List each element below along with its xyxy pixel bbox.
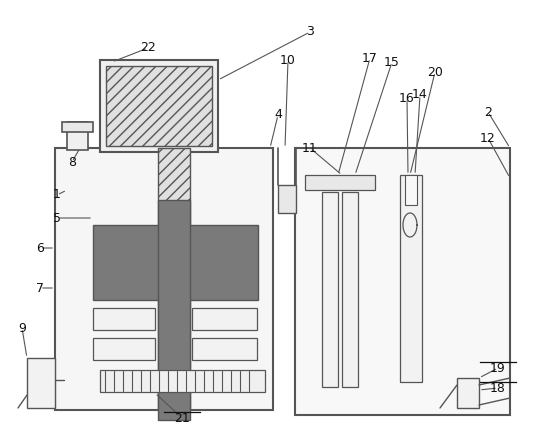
Text: 5: 5 [53, 211, 61, 225]
Bar [27, 358, 55, 408]
Bar [106, 66, 212, 146]
Text: 19: 19 [490, 361, 506, 375]
Bar [192, 338, 257, 360]
Text: 4: 4 [274, 109, 282, 122]
Bar [93, 308, 155, 330]
Text: 9: 9 [18, 321, 26, 334]
Bar [295, 148, 510, 415]
Text: 21: 21 [174, 412, 190, 425]
Bar [158, 200, 190, 420]
Bar [67, 122, 88, 150]
Bar [405, 175, 417, 205]
Bar [55, 148, 273, 410]
Bar [93, 338, 155, 360]
Text: 10: 10 [280, 54, 296, 67]
Text: 22: 22 [140, 41, 156, 54]
Bar [192, 308, 257, 330]
Text: 14: 14 [412, 89, 428, 102]
Text: 3: 3 [306, 25, 314, 38]
Text: 15: 15 [384, 55, 400, 68]
Bar [93, 225, 258, 300]
Text: 6: 6 [36, 242, 44, 255]
Bar [278, 185, 296, 213]
Text: 18: 18 [490, 382, 506, 395]
Bar [400, 175, 422, 382]
Text: 11: 11 [302, 142, 318, 154]
Text: 2: 2 [484, 106, 492, 119]
Text: 16: 16 [399, 92, 415, 105]
Text: 7: 7 [36, 282, 44, 294]
Bar [158, 148, 190, 410]
Bar [305, 175, 375, 190]
Bar [342, 192, 358, 387]
Text: 20: 20 [427, 65, 443, 78]
Bar [100, 370, 265, 392]
Bar [322, 192, 338, 387]
Text: 12: 12 [480, 132, 496, 144]
Bar [62, 122, 93, 132]
Bar [100, 60, 218, 152]
Text: 8: 8 [68, 156, 76, 168]
Text: 17: 17 [362, 51, 378, 65]
Text: 1: 1 [53, 188, 61, 201]
Bar [457, 378, 479, 408]
